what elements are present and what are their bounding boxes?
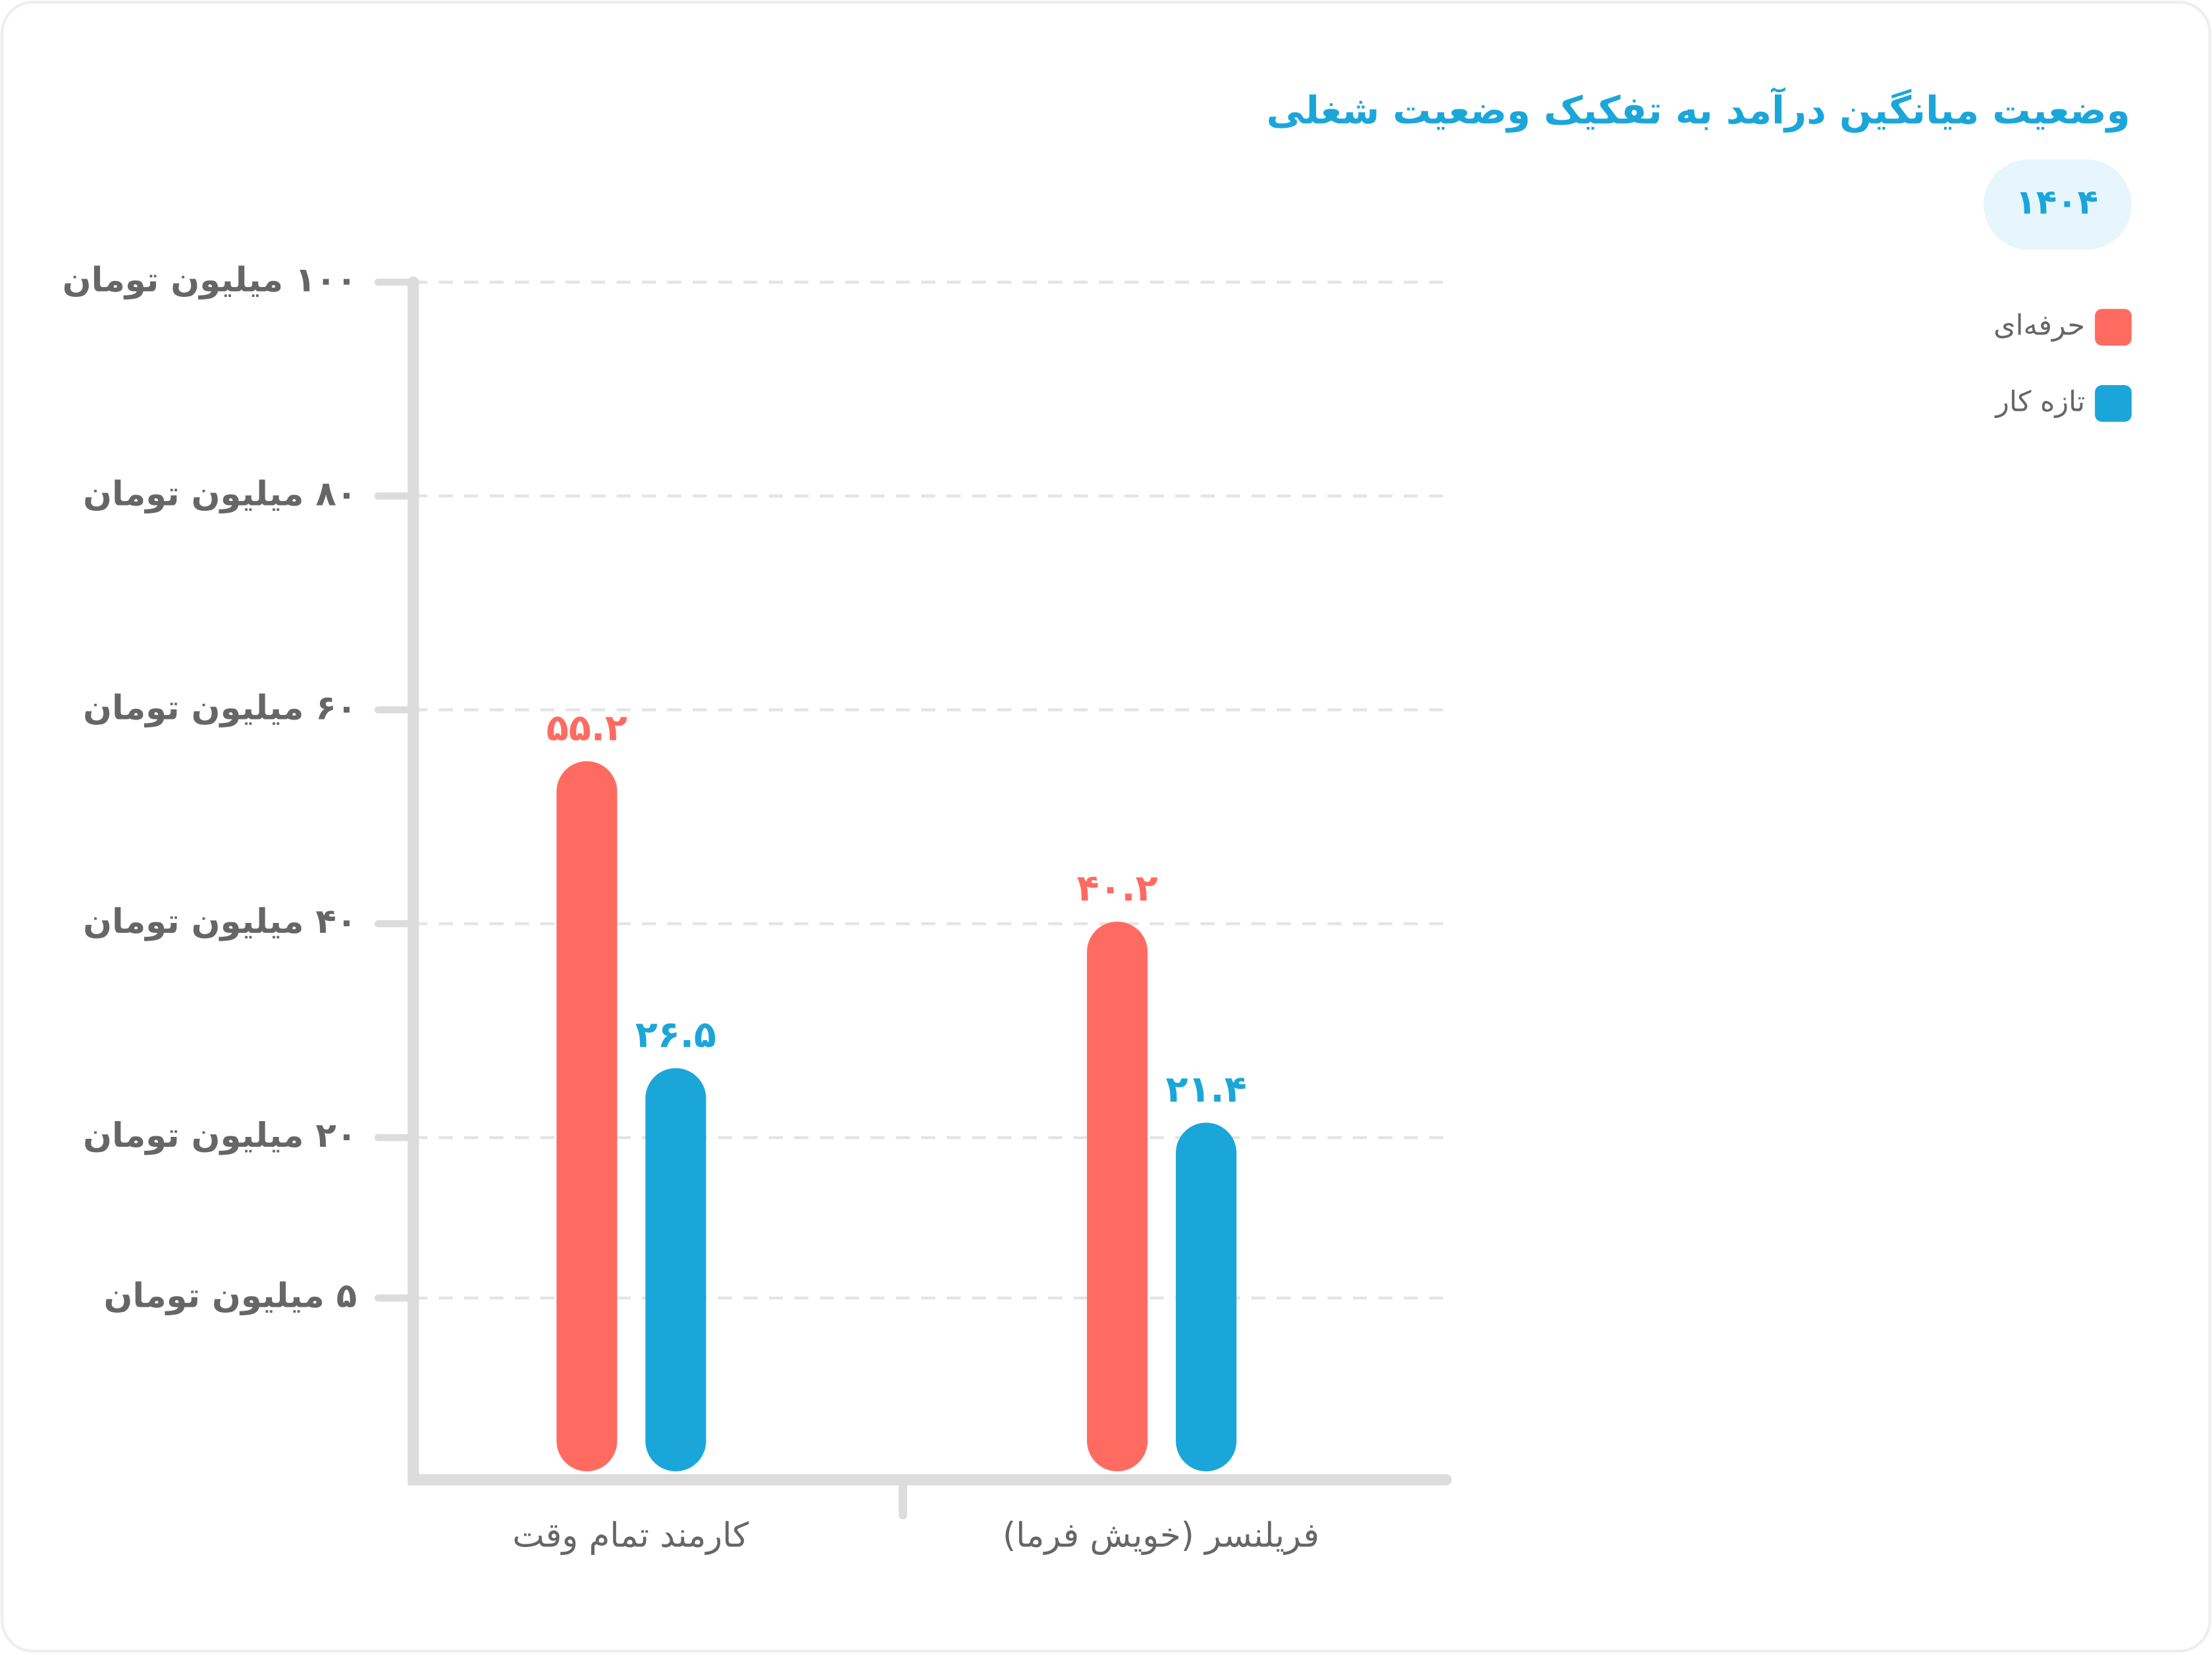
- bar: [556, 761, 618, 1471]
- x-tick-label: کارمند تمام وقت: [512, 1516, 749, 1556]
- y-tick-label: ۶۰ میلیون تومان: [83, 688, 357, 727]
- legend-swatch: [2095, 309, 2132, 346]
- bar: [645, 1068, 706, 1471]
- x-tick-label: فریلنسر (خویش فرما): [1003, 1516, 1319, 1556]
- year-badge: [1983, 159, 2132, 250]
- value-label: ۵۵.۲: [546, 706, 627, 749]
- y-tick-label: ۲۰ میلیون تومان: [83, 1116, 357, 1155]
- y-tick-label: ۸۰ میلیون تومان: [83, 474, 357, 513]
- bar: [1087, 921, 1148, 1471]
- bar: [1176, 1122, 1237, 1471]
- chart-subtitle: ۱۴۰۴: [2016, 183, 2099, 223]
- value-label: ۴۰.۲: [1077, 867, 1158, 910]
- legend-label: حرفه‌ای: [1993, 309, 2085, 342]
- y-tick-label: ۱۰۰ میلیون تومان: [63, 261, 357, 300]
- y-tick-label: ۵ میلیون تومان: [104, 1276, 357, 1316]
- value-label: ۲۱.۴: [1166, 1068, 1247, 1111]
- axis-line: [408, 276, 1452, 1486]
- legend-label: تازه کار: [1994, 385, 2085, 418]
- y-tick-label: ۴۰ میلیون تومان: [83, 902, 357, 941]
- value-label: ۲۶.۵: [635, 1013, 716, 1056]
- chart-title: وضعیت میانگین درآمد به تفکیک وضعیت شغلی: [1267, 87, 2130, 134]
- legend-swatch: [2095, 385, 2132, 422]
